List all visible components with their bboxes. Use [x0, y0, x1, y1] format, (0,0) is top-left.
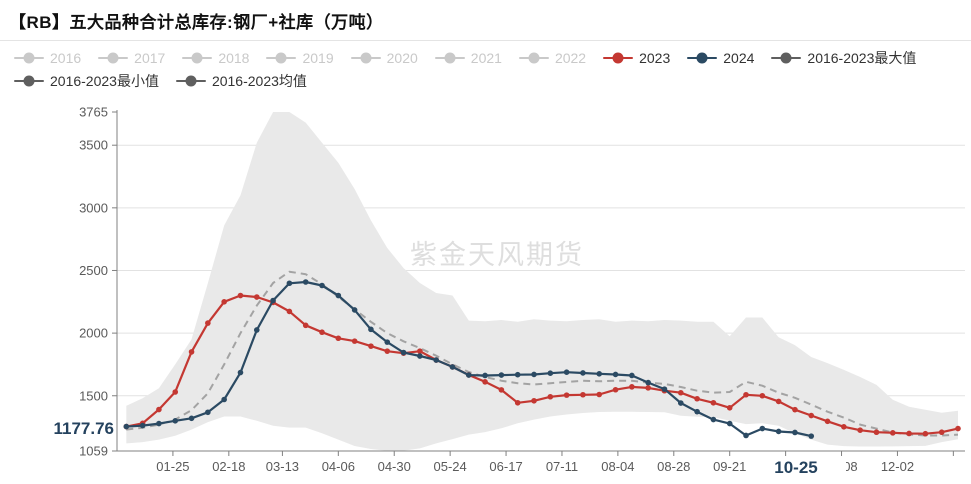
mean-line-2016-2023 — [126, 270, 959, 437]
legend-item-2023[interactable]: 2023 — [603, 51, 670, 65]
legend-item-2017[interactable]: 2017 — [98, 51, 165, 65]
x-tick-label: 08-28 — [657, 459, 690, 474]
x-tick-label: 03-13 — [266, 459, 299, 474]
legend-marker-icon — [182, 52, 213, 63]
legend-item-2018[interactable]: 2018 — [182, 51, 249, 65]
legend-item-2016-2023最小值[interactable]: 2016-2023最小值 — [14, 74, 159, 88]
svg-text:1177.76: 1177.76 — [53, 419, 114, 438]
legend-marker-icon — [98, 52, 129, 63]
legend-item-2016-2023最大值[interactable]: 2016-2023最大值 — [771, 51, 916, 65]
legend-item-label: 2019 — [302, 49, 334, 66]
x-tick-label: 09-21 — [713, 459, 746, 474]
legend: 2016 2017 2018 2019 2020 2021 2022 2023 2024 2016… — [0, 41, 971, 92]
legend-item-2024[interactable]: 2024 — [687, 51, 754, 65]
current-value-label: 1177.76 — [33, 415, 116, 442]
y-tick-label: 3765 — [79, 105, 108, 120]
x-tick-label: 04-06 — [322, 459, 355, 474]
legend-item-label: 2016-2023均值 — [211, 72, 307, 89]
legend-row: 2016-2023最小值 2016-2023均值 — [14, 69, 971, 92]
legend-item-2016[interactable]: 2016 — [14, 51, 81, 65]
y-tick-label: 3000 — [79, 200, 108, 215]
x-tick-label: 05-24 — [434, 459, 467, 474]
legend-row: 2016 2017 2018 2019 2020 2021 2022 2023 2024 2016… — [14, 46, 971, 69]
legend-item-2019[interactable]: 2019 — [266, 49, 334, 66]
legend-item-label: 2021 — [470, 49, 502, 66]
legend-item-label: 2016 — [50, 49, 82, 66]
y-tick-label: 1500 — [79, 388, 108, 403]
legend-item-2022[interactable]: 2022 — [518, 49, 587, 66]
legend-marker-icon — [14, 75, 44, 86]
y-tick-label: 3500 — [79, 138, 108, 153]
legend-item-label: 2023 — [639, 49, 671, 66]
legend-marker-icon — [175, 75, 206, 86]
legend-marker-icon — [771, 52, 802, 63]
x-tick-label: 07-11 — [546, 459, 578, 474]
legend-marker-icon — [350, 52, 381, 63]
legend-item-label: 2020 — [386, 49, 418, 66]
x-tick-label: 08-04 — [601, 459, 634, 474]
legend-item-2021[interactable]: 2021 — [434, 49, 502, 66]
chart-title: 【RB】五大品种合计总库存:钢厂+社库（万吨） — [9, 13, 384, 32]
svg-text:10-25: 10-25 — [774, 458, 817, 477]
legend-item-label: 2016-2023最小值 — [50, 72, 159, 89]
y-tick-label: 1059 — [79, 444, 108, 459]
watermark: 紫金天风期货 — [410, 240, 584, 270]
y-tick-label: 2500 — [79, 263, 108, 278]
legend-item-2020[interactable]: 2020 — [350, 49, 418, 66]
legend-item-label: 2017 — [134, 49, 166, 66]
current-date-label: 10-25 — [753, 456, 846, 478]
x-tick-label: 01-25 — [156, 459, 189, 474]
legend-item-label: 2018 — [218, 49, 250, 66]
legend-marker-icon — [434, 52, 465, 63]
x-tick-label: 12-02 — [881, 459, 914, 474]
y-tick-label: 2000 — [79, 326, 108, 341]
legend-marker-icon — [518, 52, 549, 63]
legend-item-2016-2023均值[interactable]: 2016-2023均值 — [175, 72, 307, 89]
x-tick-label: 02-18 — [212, 459, 245, 474]
x-tick-label: 04-30 — [378, 459, 411, 474]
legend-marker-icon — [687, 52, 718, 63]
legend-item-label: 2016-2023最大值 — [807, 49, 917, 66]
axes: 1059 1500 2000 2500 3000 3500 3765 01-25 02-18 03… — [79, 105, 965, 474]
legend-item-label: 2022 — [554, 49, 587, 66]
plot-area[interactable]: 紫金天风期货 1059 1500 2000 2500 3000 3500 3765 01-25 0… — [0, 88, 971, 484]
legend-item-label: 2024 — [723, 49, 755, 66]
legend-marker-icon — [14, 52, 44, 63]
legend-marker-icon — [266, 52, 297, 63]
x-tick-label: 06-17 — [489, 459, 522, 474]
legend-marker-icon — [603, 52, 634, 63]
series-2024-line — [123, 279, 815, 439]
title-divider — [0, 40, 971, 41]
band-area-2016-2023-range — [126, 112, 959, 451]
